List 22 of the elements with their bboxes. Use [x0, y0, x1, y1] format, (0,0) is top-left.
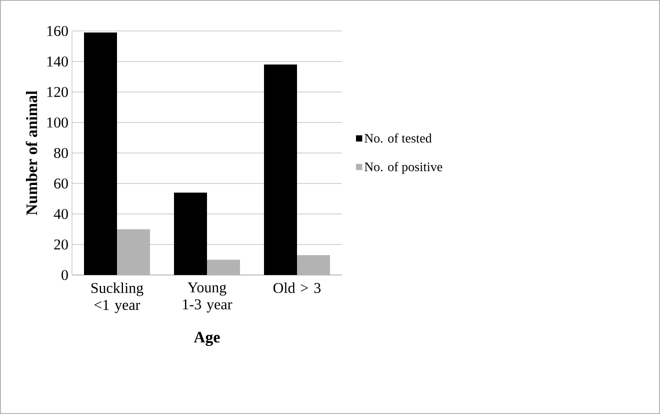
x-axis-title: Age [194, 332, 220, 346]
y-axis-title: Number of animal [26, 90, 38, 216]
legend-label: No. of positive [364, 162, 442, 174]
x-tick-label: Old > 3 [273, 282, 321, 294]
y-tick-label: 0 [62, 270, 68, 280]
bar [174, 192, 207, 275]
y-tick-label: 120 [47, 86, 68, 98]
bar [117, 229, 150, 275]
y-tick-label: 140 [47, 56, 68, 67]
x-tick-label: Suckling <1 year [91, 282, 144, 314]
y-tick-label: 80 [54, 148, 68, 158]
y-tick-label: 60 [54, 178, 68, 189]
y-tick-label: 40 [54, 208, 68, 220]
bar [84, 32, 117, 275]
y-tick-label: 20 [54, 239, 68, 250]
x-tick-label: Young 1-3 year [183, 282, 232, 312]
bar [264, 64, 297, 275]
legend-label: No. of tested [364, 133, 432, 143]
bar [297, 255, 330, 275]
y-tick-label: 100 [47, 117, 68, 128]
y-tick-label: 160 [47, 26, 68, 36]
bar [207, 260, 240, 275]
